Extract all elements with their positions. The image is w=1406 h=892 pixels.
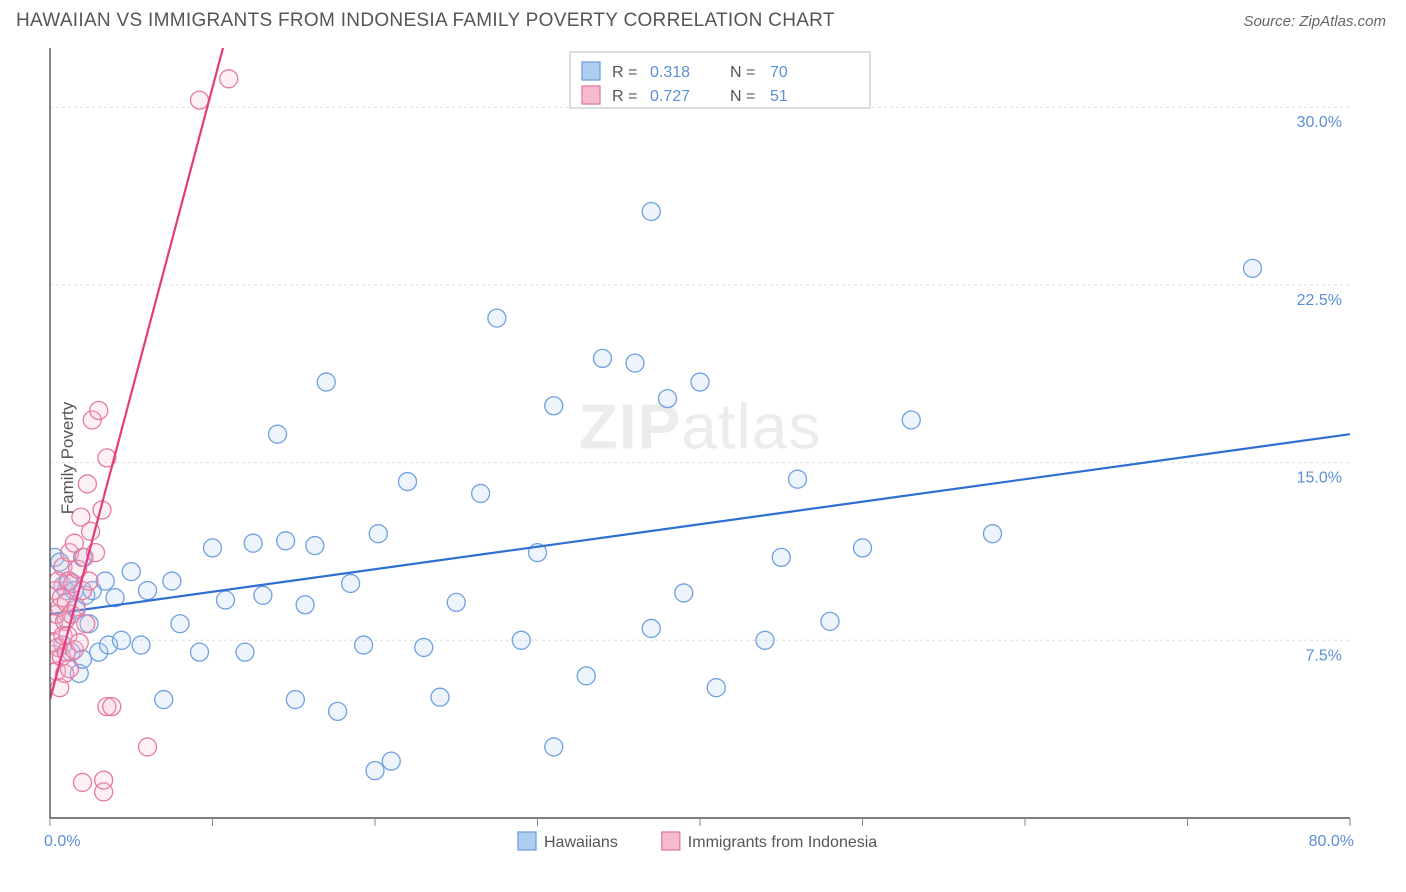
scatter-point-hawaiians	[132, 636, 150, 654]
legend-r-value: 0.727	[650, 88, 690, 105]
scatter-point-hawaiians	[472, 484, 490, 502]
scatter-point-hawaiians	[277, 532, 295, 550]
scatter-point-hawaiians	[594, 349, 612, 367]
scatter-point-hawaiians	[317, 373, 335, 391]
scatter-point-hawaiians	[447, 593, 465, 611]
scatter-point-hawaiians	[415, 638, 433, 656]
scatter-point-immigrants-from-indonesia	[78, 475, 96, 493]
scatter-point-hawaiians	[139, 582, 157, 600]
scatter-point-hawaiians	[191, 643, 209, 661]
legend-series-label: Hawaiians	[544, 834, 618, 851]
scatter-point-hawaiians	[577, 667, 595, 685]
legend-n-label: N =	[730, 88, 755, 105]
watermark: ZIPatlas	[579, 390, 822, 462]
legend-r-label: R =	[612, 88, 637, 105]
scatter-point-immigrants-from-indonesia	[70, 634, 88, 652]
scatter-point-hawaiians	[984, 525, 1002, 543]
scatter-point-hawaiians	[306, 537, 324, 555]
scatter-point-hawaiians	[355, 636, 373, 654]
scatter-point-hawaiians	[122, 563, 140, 581]
legend-n-label: N =	[730, 64, 755, 81]
scatter-point-hawaiians	[821, 612, 839, 630]
scatter-point-hawaiians	[1244, 259, 1262, 277]
legend-swatch	[582, 62, 600, 80]
scatter-point-hawaiians	[772, 548, 790, 566]
scatter-point-hawaiians	[269, 425, 287, 443]
chart-source: Source: ZipAtlas.com	[1243, 13, 1386, 30]
scatter-point-hawaiians	[204, 539, 222, 557]
chart-title: HAWAIIAN VS IMMIGRANTS FROM INDONESIA FA…	[16, 10, 835, 32]
legend-r-value: 0.318	[650, 64, 690, 81]
legend-swatch	[582, 86, 600, 104]
scatter-point-hawaiians	[675, 584, 693, 602]
scatter-point-immigrants-from-indonesia	[61, 660, 79, 678]
scatter-point-hawaiians	[642, 619, 660, 637]
scatter-point-hawaiians	[236, 643, 254, 661]
y-tick-label: 30.0%	[1297, 114, 1342, 131]
legend-series-label: Immigrants from Indonesia	[688, 834, 878, 851]
scatter-point-hawaiians	[659, 390, 677, 408]
scatter-point-hawaiians	[286, 691, 304, 709]
scatter-point-hawaiians	[155, 691, 173, 709]
scatter-point-hawaiians	[512, 631, 530, 649]
scatter-point-hawaiians	[642, 202, 660, 220]
scatter-point-immigrants-from-indonesia	[139, 738, 157, 756]
scatter-point-hawaiians	[488, 309, 506, 327]
scatter-point-hawaiians	[399, 473, 417, 491]
scatter-point-hawaiians	[902, 411, 920, 429]
scatter-point-hawaiians	[854, 539, 872, 557]
scatter-point-hawaiians	[707, 679, 725, 697]
scatter-point-hawaiians	[369, 525, 387, 543]
scatter-point-hawaiians	[113, 631, 131, 649]
y-tick-label: 22.5%	[1297, 292, 1342, 309]
scatter-chart: 7.5% 15.0% 22.5% 30.0% ZIPatlas 0.0% 80.0% R = 0…	[0, 38, 1406, 878]
scatter-point-hawaiians	[329, 702, 347, 720]
scatter-point-hawaiians	[254, 586, 272, 604]
scatter-point-hawaiians	[217, 591, 235, 609]
scatter-point-immigrants-from-indonesia	[77, 615, 95, 633]
legend-n-value: 70	[770, 64, 788, 81]
y-tick-label: 15.0%	[1297, 470, 1342, 487]
scatter-point-hawaiians	[296, 596, 314, 614]
chart-header: HAWAIIAN VS IMMIGRANTS FROM INDONESIA FA…	[0, 0, 1406, 38]
scatter-point-hawaiians	[244, 534, 262, 552]
scatter-point-hawaiians	[382, 752, 400, 770]
scatter-point-hawaiians	[366, 762, 384, 780]
scatter-point-immigrants-from-indonesia	[90, 401, 108, 419]
scatter-point-hawaiians	[789, 470, 807, 488]
legend-swatch	[518, 832, 536, 850]
legend-r-label: R =	[612, 64, 637, 81]
scatter-point-immigrants-from-indonesia	[95, 771, 113, 789]
y-axis-label: Family Poverty	[58, 402, 78, 514]
x-tick-label: 0.0%	[44, 833, 80, 850]
x-tick-label: 80.0%	[1309, 833, 1354, 850]
chart-area: Family Poverty 7.5% 15.0% 22.5% 30.0% ZIPatl…	[0, 38, 1406, 878]
scatter-point-immigrants-from-indonesia	[220, 70, 238, 88]
legend-swatch	[662, 832, 680, 850]
scatter-point-hawaiians	[756, 631, 774, 649]
scatter-point-hawaiians	[545, 397, 563, 415]
scatter-point-immigrants-from-indonesia	[74, 773, 92, 791]
y-tick-label: 7.5%	[1306, 647, 1342, 664]
scatter-point-hawaiians	[431, 688, 449, 706]
scatter-point-hawaiians	[691, 373, 709, 391]
scatter-point-hawaiians	[171, 615, 189, 633]
scatter-point-hawaiians	[342, 574, 360, 592]
scatter-point-hawaiians	[163, 572, 181, 590]
scatter-point-hawaiians	[626, 354, 644, 372]
scatter-point-immigrants-from-indonesia	[103, 698, 121, 716]
legend-n-value: 51	[770, 88, 788, 105]
scatter-point-hawaiians	[545, 738, 563, 756]
scatter-point-immigrants-from-indonesia	[191, 91, 209, 109]
scatter-point-hawaiians	[96, 572, 114, 590]
